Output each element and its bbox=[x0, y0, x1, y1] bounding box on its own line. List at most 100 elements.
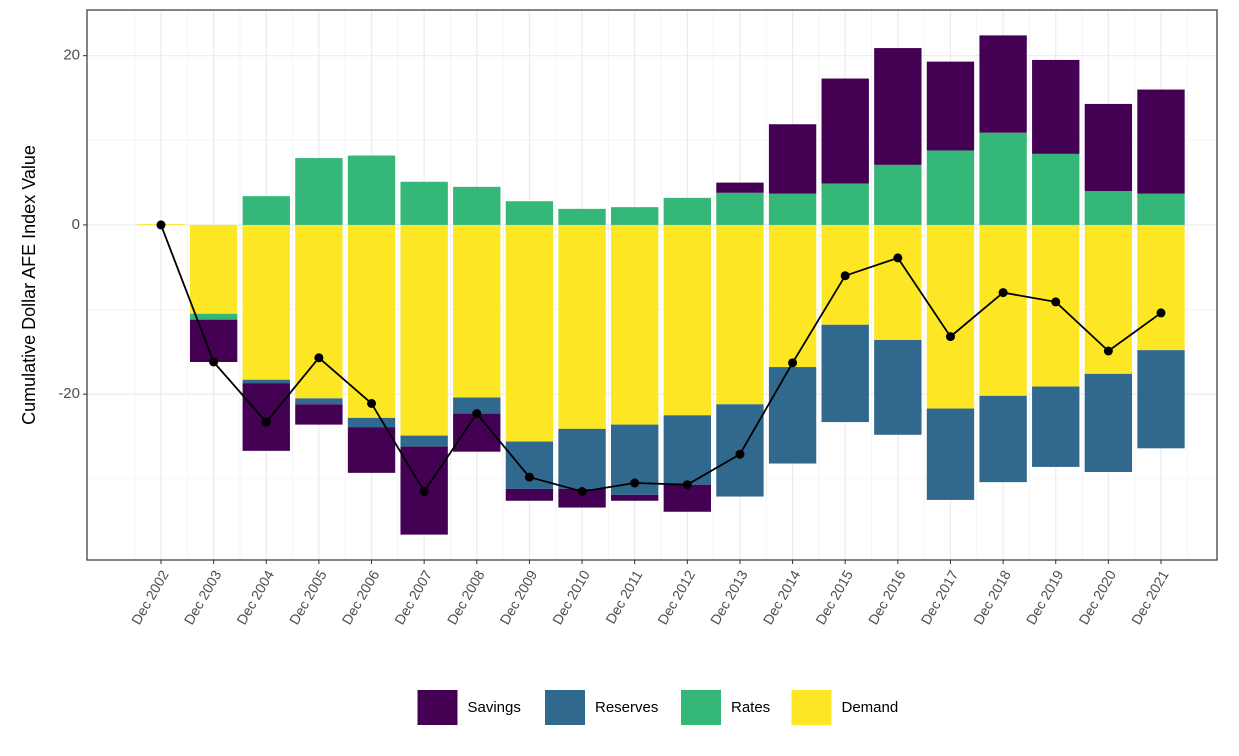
bar-segment bbox=[558, 488, 606, 508]
bar-segment bbox=[1137, 350, 1185, 449]
net-point bbox=[524, 472, 534, 482]
bar-segment bbox=[347, 427, 396, 473]
y-tick-label: 20 bbox=[63, 47, 80, 64]
net-line-path bbox=[160, 224, 1162, 494]
bar-segment bbox=[926, 408, 975, 500]
bar-segment bbox=[663, 197, 711, 225]
legend: Savings Reserves Rates Demand bbox=[417, 690, 899, 725]
bar-segment bbox=[558, 428, 606, 489]
legend-label: Reserves bbox=[595, 699, 658, 716]
net-point bbox=[156, 220, 166, 230]
bar-segment bbox=[1084, 191, 1133, 225]
bar-segment bbox=[505, 224, 554, 442]
bar-segment bbox=[453, 224, 501, 398]
net-line bbox=[156, 220, 1166, 496]
net-point bbox=[367, 398, 377, 408]
bar-segment bbox=[874, 48, 922, 165]
legend-swatch bbox=[545, 690, 585, 725]
net-point bbox=[1051, 297, 1061, 307]
bar-segment bbox=[716, 192, 764, 225]
bar-segment bbox=[1032, 59, 1080, 154]
legend-label: Rates bbox=[731, 699, 770, 716]
bar-segment bbox=[189, 319, 238, 362]
net-point bbox=[735, 449, 745, 459]
net-point bbox=[1156, 308, 1166, 318]
bar-segment bbox=[400, 181, 448, 225]
bar-segment bbox=[716, 224, 764, 405]
y-tick-label: 0 bbox=[72, 216, 80, 233]
bar-segment bbox=[505, 488, 554, 501]
bar-segment bbox=[979, 395, 1027, 483]
bar-segment bbox=[1137, 89, 1185, 194]
bar-segment bbox=[874, 340, 922, 435]
net-point bbox=[945, 332, 955, 342]
legend-swatch bbox=[417, 690, 458, 725]
bar-segment bbox=[926, 224, 975, 409]
bar-segment bbox=[611, 224, 659, 425]
net-point bbox=[788, 358, 798, 368]
bar-segment bbox=[716, 182, 764, 193]
bar-segment bbox=[347, 417, 396, 428]
bar-segment bbox=[768, 367, 817, 464]
bar-segment bbox=[242, 224, 290, 380]
legend-swatch bbox=[791, 690, 832, 725]
net-point bbox=[998, 288, 1008, 298]
bar-segment bbox=[979, 35, 1027, 133]
bar-segment bbox=[295, 224, 343, 399]
net-point bbox=[630, 478, 640, 488]
legend-label: Demand bbox=[842, 699, 899, 716]
y-axis-label: Cumulative Dollar AFE Index Value bbox=[19, 145, 39, 425]
plot-border bbox=[86, 9, 1218, 561]
bar-segment bbox=[400, 435, 448, 447]
net-point bbox=[893, 253, 903, 263]
bar-segment bbox=[453, 186, 501, 225]
bar-segment bbox=[347, 224, 396, 418]
bar-segment bbox=[295, 158, 343, 225]
bar-segment bbox=[926, 61, 975, 151]
bar-segment bbox=[1137, 224, 1185, 351]
net-point bbox=[419, 486, 429, 496]
bar-segment bbox=[295, 404, 343, 425]
bar-segment bbox=[768, 124, 817, 194]
bar-segment bbox=[926, 150, 975, 225]
bar-segment bbox=[453, 397, 501, 414]
bar-segment bbox=[242, 383, 290, 451]
bar-segment bbox=[611, 494, 659, 501]
bar-segment bbox=[1137, 193, 1185, 225]
net-point bbox=[261, 417, 271, 427]
bar-segment bbox=[979, 132, 1027, 225]
legend-swatch bbox=[681, 690, 721, 725]
bar-segment bbox=[663, 484, 711, 512]
bar-segment bbox=[1084, 373, 1133, 472]
bar-segment bbox=[242, 196, 290, 225]
bar-segment bbox=[1084, 103, 1133, 192]
bar-segment bbox=[242, 379, 290, 384]
bar-segment bbox=[558, 224, 606, 429]
bars bbox=[137, 35, 1185, 535]
y-tick-label: -20 bbox=[58, 385, 80, 402]
bar-segment bbox=[979, 224, 1027, 396]
bar-segment bbox=[400, 224, 448, 436]
bar-segment bbox=[821, 324, 869, 423]
bar-segment bbox=[663, 415, 711, 485]
bar-segment bbox=[558, 208, 606, 225]
net-point bbox=[314, 353, 324, 363]
bar-segment bbox=[1032, 153, 1080, 225]
bar-segment bbox=[768, 224, 817, 368]
bar-segment bbox=[189, 313, 238, 320]
net-point bbox=[577, 486, 587, 496]
net-point bbox=[209, 357, 219, 367]
bar-segment bbox=[1032, 386, 1080, 467]
bar-segment bbox=[663, 224, 711, 416]
bar-segment bbox=[189, 224, 238, 314]
bar-segment bbox=[874, 164, 922, 225]
net-point bbox=[472, 409, 482, 419]
bar-segment bbox=[347, 155, 396, 225]
bar-segment bbox=[295, 398, 343, 405]
bar-segment bbox=[821, 183, 869, 225]
bar-segment bbox=[611, 207, 659, 225]
net-point bbox=[682, 480, 692, 490]
legend-label: Savings bbox=[468, 699, 521, 716]
bar-segment bbox=[505, 201, 554, 225]
